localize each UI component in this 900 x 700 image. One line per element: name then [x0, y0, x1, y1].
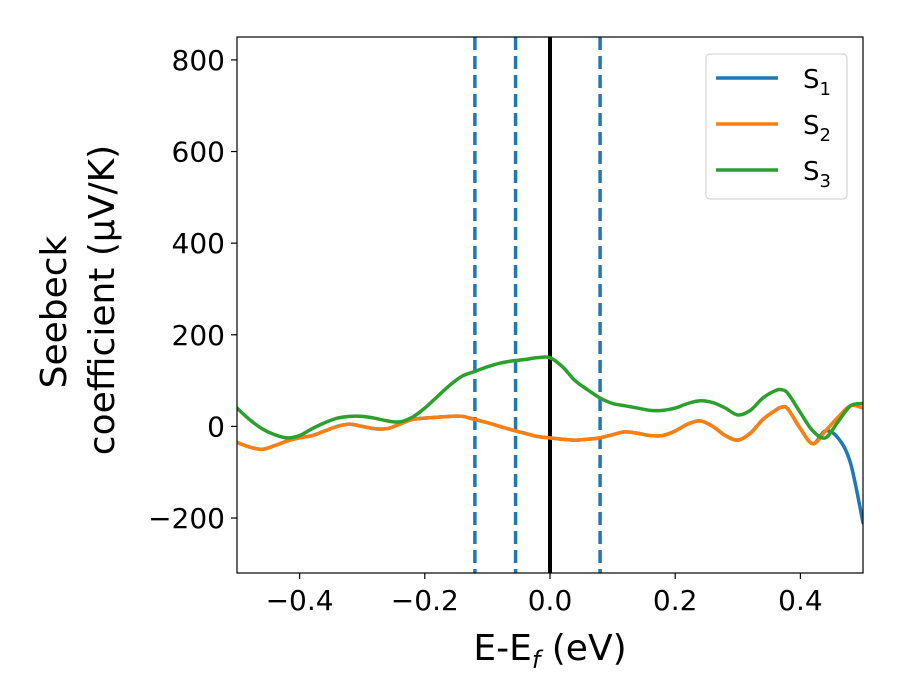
x-axis-title-main: E-E: [473, 628, 531, 669]
legend-label-s2: S2: [803, 111, 831, 146]
series-line-s3: [237, 355, 863, 440]
legend-label-sub: 3: [820, 171, 831, 192]
x-axis: −0.4 −0.2 0.0 0.2 0.4: [266, 573, 823, 617]
x-tick-label: −0.2: [391, 584, 459, 617]
x-tick-label: 0.2: [653, 584, 698, 617]
legend-label-name: S: [803, 65, 820, 95]
legend-label-name: S: [803, 111, 820, 141]
legend-label-name: S: [803, 157, 820, 187]
x-tick-label: 0.0: [528, 584, 573, 617]
x-axis-title: E-Ef (eV): [473, 628, 626, 674]
y-tick-label: −200: [148, 502, 225, 535]
y-axis-title-line1: Seebeck: [34, 235, 75, 388]
x-tick-label: 0.4: [778, 584, 823, 617]
legend-label-sub: 2: [820, 125, 831, 146]
series-line-s2: [237, 403, 863, 452]
y-axis-title-line2: coefficient (μV/K): [82, 145, 123, 455]
y-tick-label: 200: [172, 319, 225, 352]
series-lines: [237, 355, 863, 525]
plot-area: [237, 37, 863, 573]
y-tick-label: 0: [207, 410, 225, 443]
y-tick-label: 400: [172, 227, 225, 260]
y-tick-label: 600: [172, 136, 225, 169]
y-axis: −200 0 200 400 600 800: [148, 44, 237, 535]
legend-box: [705, 53, 848, 200]
x-tick-label: −0.4: [266, 584, 334, 617]
legend-label-s1: S1: [803, 65, 831, 100]
legend-label-s3: S3: [803, 157, 831, 192]
legend-label-sub: 1: [820, 79, 831, 100]
reference-lines: [473, 37, 602, 573]
x-axis-title-rest: (eV): [540, 628, 626, 669]
y-tick-label: 800: [172, 44, 225, 77]
